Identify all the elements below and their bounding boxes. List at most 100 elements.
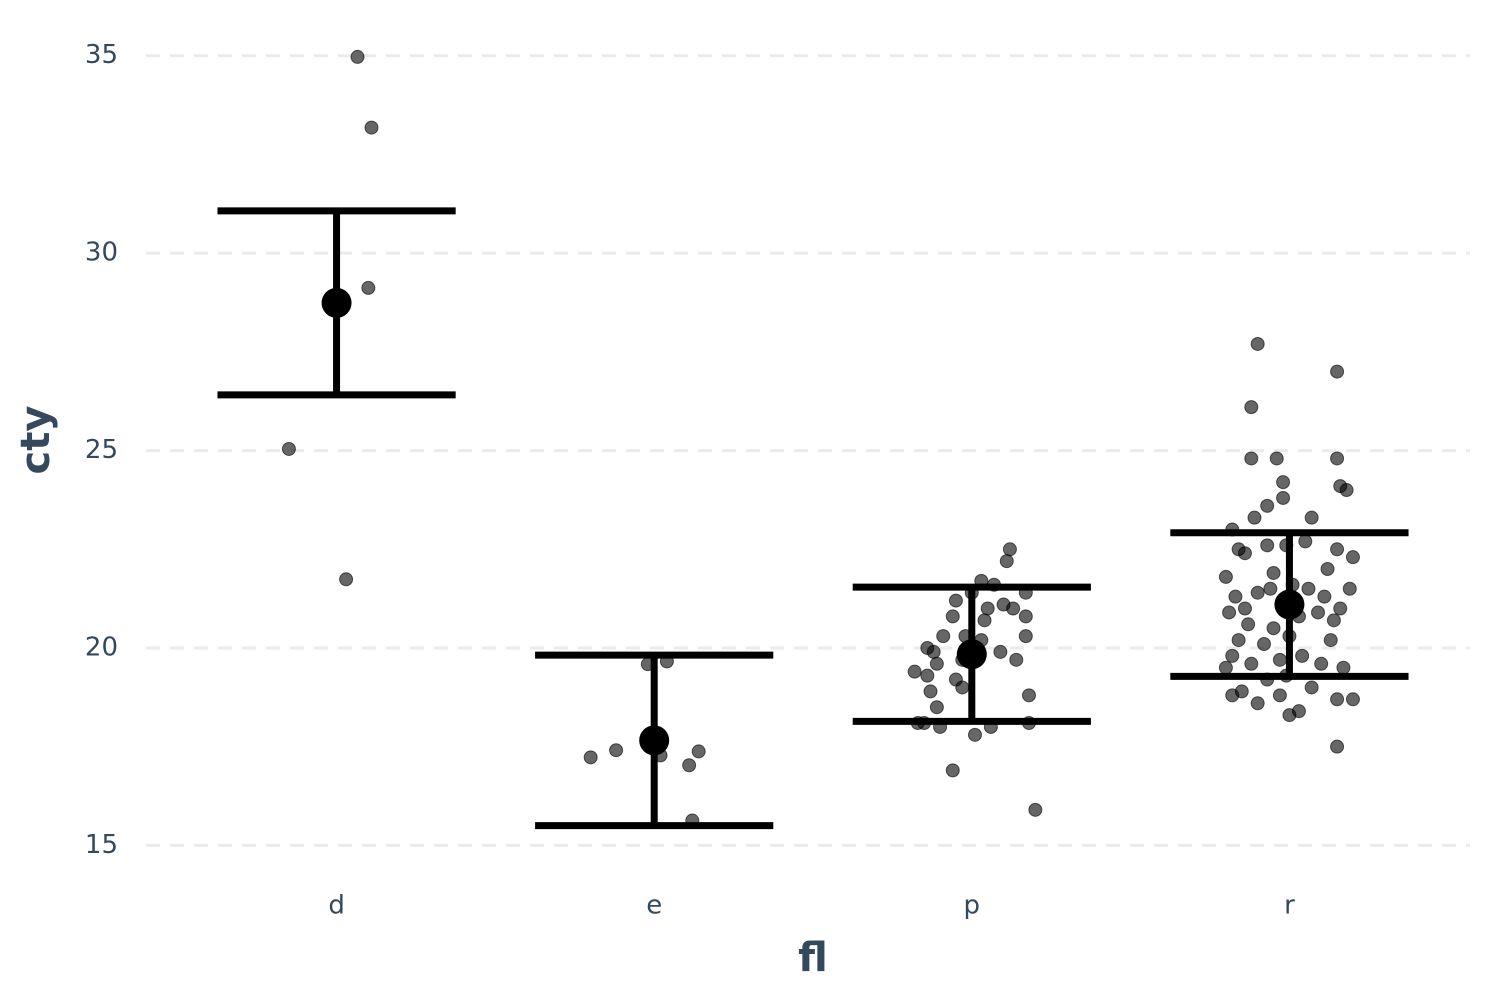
y-tick-label: 35 [85, 40, 118, 70]
point [1314, 656, 1329, 671]
point [1342, 581, 1357, 596]
point [1028, 802, 1043, 817]
point [691, 744, 706, 759]
point [929, 700, 944, 715]
point [583, 750, 598, 765]
point [1295, 648, 1310, 663]
point [1021, 688, 1036, 703]
x-tick-label: d [328, 891, 345, 921]
point [1244, 451, 1259, 466]
point [350, 49, 365, 64]
point [945, 609, 960, 624]
point [1018, 609, 1033, 624]
point [1330, 451, 1345, 466]
point [1222, 605, 1237, 620]
point [1317, 589, 1332, 604]
point [1345, 550, 1360, 565]
point [1225, 648, 1240, 663]
point [1298, 534, 1313, 549]
mean-point [321, 287, 352, 318]
point [1345, 692, 1360, 707]
x-tick-label: p [964, 891, 981, 921]
point [967, 727, 982, 742]
point [1244, 656, 1259, 671]
point [1237, 601, 1252, 616]
point [1218, 660, 1233, 675]
point [281, 441, 296, 456]
point [1269, 451, 1284, 466]
point [1330, 542, 1345, 557]
point [999, 554, 1014, 569]
point [1323, 633, 1338, 648]
point [993, 644, 1008, 659]
point [1225, 688, 1240, 703]
point [1263, 581, 1278, 596]
point [936, 629, 951, 644]
mean-point [1274, 589, 1305, 620]
point [920, 668, 935, 683]
point [923, 684, 938, 699]
point [361, 280, 376, 295]
point [1250, 336, 1265, 351]
point [945, 763, 960, 778]
point [1260, 498, 1275, 513]
point [1018, 629, 1033, 644]
point [1002, 542, 1017, 557]
y-axis-title: cty [13, 406, 59, 475]
point [364, 120, 379, 135]
point [339, 572, 354, 587]
mean-point [639, 725, 670, 756]
point [609, 743, 624, 758]
point [907, 664, 922, 679]
point [1330, 692, 1345, 707]
point [1009, 652, 1024, 667]
point [1272, 688, 1287, 703]
y-tick-label: 25 [85, 435, 118, 465]
point [1339, 483, 1354, 498]
point [1336, 660, 1351, 675]
point [1333, 601, 1348, 616]
point [1304, 510, 1319, 525]
point [1250, 585, 1265, 600]
point [682, 758, 697, 773]
y-tick-label: 15 [85, 830, 118, 860]
point [926, 644, 941, 659]
point [1301, 581, 1316, 596]
point [1237, 546, 1252, 561]
point [1282, 708, 1297, 723]
point [1276, 490, 1291, 505]
point [1244, 400, 1259, 415]
point [1266, 565, 1281, 580]
point [1272, 652, 1287, 667]
point [955, 680, 970, 695]
point [929, 656, 944, 671]
point [1257, 637, 1272, 652]
point [1231, 633, 1246, 648]
point [977, 613, 992, 628]
x-tick-label: r [1284, 891, 1295, 921]
y-tick-label: 20 [85, 632, 118, 662]
mean-point [956, 639, 987, 670]
point [1266, 621, 1281, 636]
point [1260, 538, 1275, 553]
point [1247, 510, 1262, 525]
point [1250, 696, 1265, 711]
point [1330, 364, 1345, 379]
point [1311, 605, 1326, 620]
point [980, 601, 995, 616]
point [1006, 601, 1021, 616]
point [1326, 613, 1341, 628]
x-tick-label: e [646, 891, 662, 921]
point [1228, 589, 1243, 604]
y-tick-label: 30 [85, 238, 118, 268]
point [1320, 562, 1335, 577]
x-axis-title: fl [798, 935, 828, 981]
point [1241, 617, 1256, 632]
point [1218, 569, 1233, 584]
point [1276, 475, 1291, 490]
point [948, 593, 963, 608]
point [1304, 680, 1319, 695]
point [1330, 739, 1345, 754]
